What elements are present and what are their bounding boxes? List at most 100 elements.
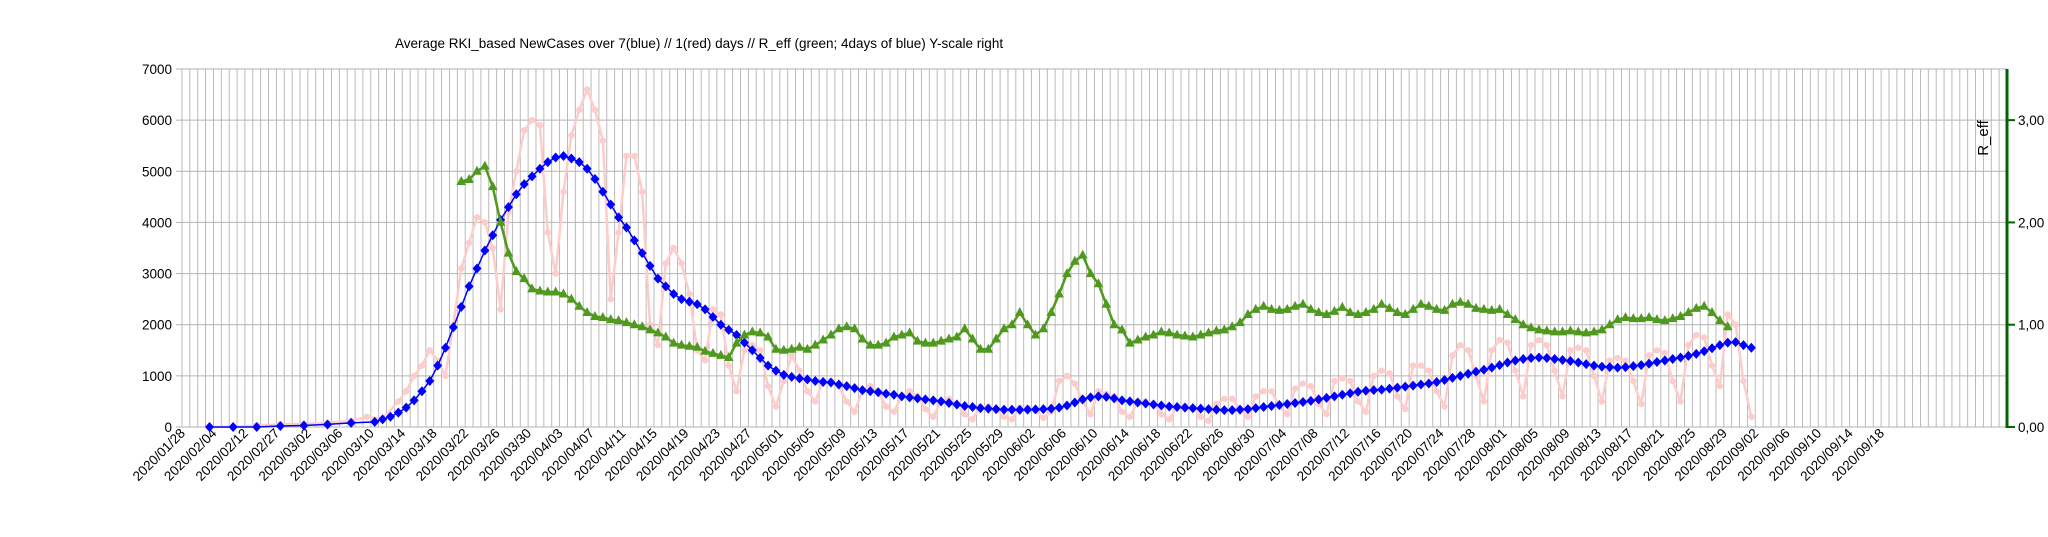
series-red-point bbox=[1724, 311, 1731, 318]
series-blue-point bbox=[684, 296, 694, 307]
series-blue-point bbox=[747, 345, 757, 356]
series-green-point bbox=[936, 335, 946, 345]
series-blue-point bbox=[559, 150, 569, 161]
series-red-point bbox=[1299, 380, 1307, 387]
series-red-point bbox=[1228, 395, 1236, 403]
series-blue-point bbox=[448, 322, 458, 333]
series-blue-point bbox=[1188, 403, 1198, 414]
series-green-point bbox=[527, 283, 537, 293]
series-blue-point bbox=[1101, 391, 1111, 402]
series-red-point bbox=[709, 306, 717, 313]
vertical-gridlines bbox=[181, 69, 2008, 427]
series-green-point bbox=[967, 333, 978, 343]
series-green-point bbox=[1148, 329, 1159, 339]
series-blue-point bbox=[1644, 358, 1654, 369]
series-green-point bbox=[542, 286, 553, 296]
series-red-point bbox=[1205, 417, 1212, 425]
series-blue-point bbox=[606, 199, 616, 210]
series-blue-point bbox=[1015, 404, 1025, 415]
series-green-point bbox=[896, 329, 907, 339]
series-green-point bbox=[1172, 329, 1182, 339]
series-blue-point bbox=[1432, 376, 1442, 387]
series-red-point bbox=[458, 265, 465, 272]
series-red-point bbox=[489, 244, 496, 252]
y-right-tick-labels: 0,00 1,00 2,00 3,00 bbox=[2007, 113, 2044, 435]
series-red-point bbox=[1567, 347, 1574, 354]
series-blue-point bbox=[519, 179, 529, 190]
series-green-point bbox=[794, 341, 805, 351]
series-blue-point bbox=[1070, 397, 1080, 408]
series-blue-point bbox=[700, 304, 710, 315]
series-green-point bbox=[723, 351, 734, 361]
series-green-point bbox=[1652, 314, 1662, 324]
series-blue-point bbox=[991, 404, 1001, 415]
series-blue-point bbox=[1550, 353, 1560, 364]
series-blue-point bbox=[275, 420, 285, 431]
y-left-tick-label: 2000 bbox=[142, 318, 172, 333]
series-blue-point bbox=[1652, 357, 1662, 368]
series-blue-point bbox=[1636, 360, 1646, 371]
series-green-point bbox=[944, 333, 954, 343]
series-green-point bbox=[480, 160, 490, 170]
y-right-tick-label: 1,00 bbox=[2018, 318, 2044, 333]
series-blue-point bbox=[1447, 372, 1457, 383]
series-green-point bbox=[495, 216, 506, 226]
series-blue-point bbox=[409, 395, 419, 406]
series-red-point bbox=[442, 372, 449, 380]
series-red-point bbox=[1197, 413, 1204, 420]
series-green-point bbox=[1101, 298, 1112, 308]
series-green-point bbox=[1164, 327, 1175, 337]
series-green-point bbox=[1691, 302, 1702, 312]
series-red-point bbox=[1512, 367, 1519, 374]
series-blue-point bbox=[1463, 368, 1473, 379]
series-green-point bbox=[1140, 331, 1151, 341]
series-blue-point bbox=[1251, 403, 1261, 414]
series-blue-point bbox=[1660, 355, 1670, 366]
series-red-point bbox=[804, 388, 811, 395]
series-red-point bbox=[1402, 405, 1409, 413]
series-green-point bbox=[826, 329, 836, 339]
series-blue-point bbox=[1062, 400, 1072, 411]
series-red-point bbox=[1252, 393, 1259, 400]
series-blue-point bbox=[1424, 378, 1434, 389]
series-green-point bbox=[1431, 303, 1442, 313]
series-red-point bbox=[749, 341, 756, 349]
series-green-point bbox=[1353, 308, 1363, 318]
series-red-point bbox=[1394, 393, 1401, 400]
series-red-point bbox=[513, 168, 520, 175]
series-blue-point bbox=[1266, 401, 1276, 412]
series-green-point bbox=[637, 321, 647, 331]
series-green-point bbox=[1644, 312, 1654, 322]
series-red-point bbox=[473, 214, 481, 221]
series-red-point bbox=[906, 388, 913, 395]
series-red-point bbox=[1331, 377, 1338, 385]
y-left-tick-label: 7000 bbox=[142, 62, 172, 77]
chart-axes bbox=[182, 69, 2009, 428]
series-blue-point bbox=[1023, 404, 1033, 415]
y-left-tick-label: 5000 bbox=[142, 164, 172, 179]
series-blue-point bbox=[881, 388, 891, 399]
series-green-point bbox=[983, 343, 994, 353]
series-red-point bbox=[1748, 413, 1755, 420]
series-blue-point bbox=[1707, 343, 1717, 354]
series-blue-point bbox=[716, 319, 726, 330]
series-blue-point bbox=[1054, 402, 1064, 413]
chart-title: Average RKI_based NewCases over 7(blue) … bbox=[395, 36, 1003, 51]
series-red-point bbox=[1551, 367, 1558, 374]
series-green-point bbox=[700, 345, 710, 355]
series-red-point bbox=[780, 377, 787, 385]
series-green-point bbox=[1227, 321, 1237, 331]
series-blue-point bbox=[205, 422, 215, 432]
series-green-point bbox=[1573, 326, 1584, 336]
series-green-point bbox=[1329, 305, 1340, 315]
series-blue-point bbox=[1723, 337, 1733, 348]
series-green-point bbox=[1565, 325, 1576, 335]
series-green-point bbox=[456, 176, 467, 186]
y-left-tick-label: 3000 bbox=[142, 267, 172, 282]
y-left-tick-label: 6000 bbox=[142, 113, 172, 128]
y-left-tick-labels: 0 1000 2000 3000 4000 5000 6000 7000 bbox=[142, 62, 172, 435]
series-red-point bbox=[1582, 347, 1590, 354]
series-green-point bbox=[1707, 306, 1717, 316]
series-red-point bbox=[764, 382, 772, 390]
series-green-point bbox=[1022, 319, 1033, 329]
